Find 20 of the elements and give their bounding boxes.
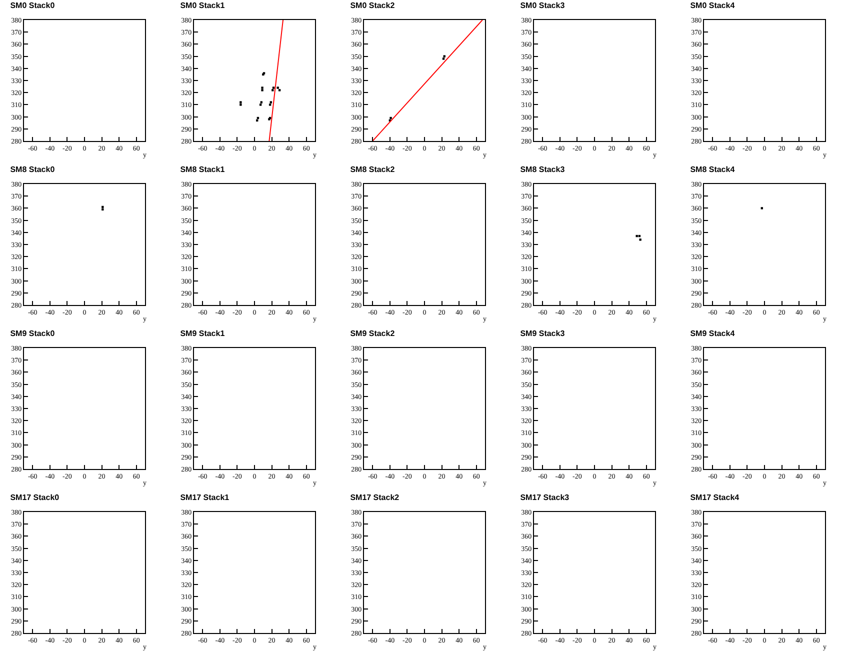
- chart-title: SM9 Stack1: [180, 329, 226, 338]
- chart-title: SM0 Stack2: [350, 1, 396, 10]
- chart-title: SM8 Stack1: [180, 165, 226, 174]
- chart-title: SM9 Stack0: [10, 329, 56, 338]
- chart-title: SM17 Stack3: [520, 493, 570, 502]
- chart-title: SM17 Stack4: [690, 493, 740, 502]
- chart-title: SM8 Stack4: [690, 165, 736, 174]
- chart-title: SM8 Stack0: [10, 165, 56, 174]
- chart-title: SM17 Stack1: [180, 493, 230, 502]
- chart-title: SM9 Stack4: [690, 329, 736, 338]
- chart-title: SM9 Stack2: [350, 329, 396, 338]
- chart-title: SM0 Stack1: [180, 1, 226, 10]
- chart-title: SM0 Stack0: [10, 1, 56, 10]
- chart-title: SM8 Stack2: [350, 165, 396, 174]
- chart-title: SM17 Stack0: [10, 493, 60, 502]
- chart-title: SM0 Stack4: [690, 1, 736, 10]
- chart-title: SM0 Stack3: [520, 1, 566, 10]
- chart-title: SM9 Stack3: [520, 329, 566, 338]
- chart-title: SM8 Stack3: [520, 165, 566, 174]
- chart-title: SM17 Stack2: [350, 493, 400, 502]
